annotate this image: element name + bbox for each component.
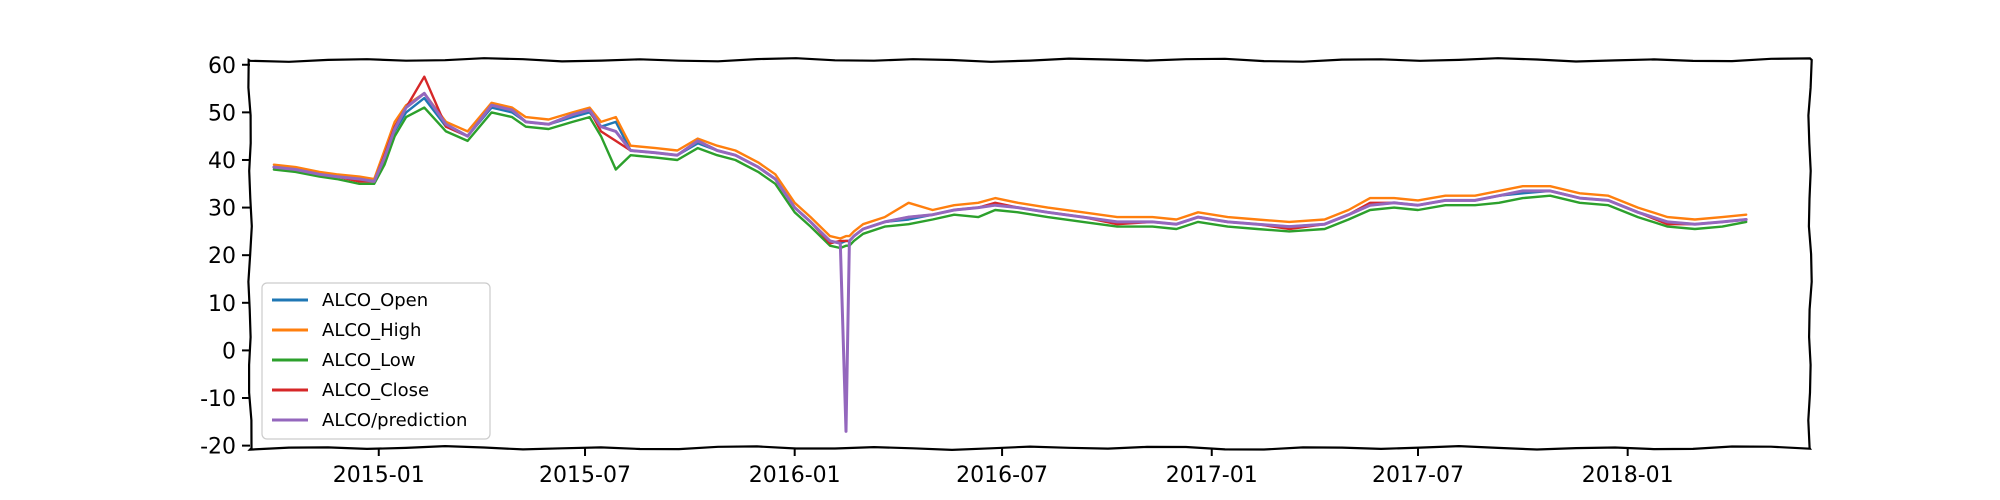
legend-label: ALCO_High [322, 320, 421, 341]
legend-label: ALCO_Close [322, 380, 429, 401]
x-tick-label: 2016-01 [749, 463, 841, 488]
series-line-alco-low [272, 106, 1748, 250]
y-tick-label: 50 [208, 101, 236, 126]
legend-box [261, 282, 491, 440]
x-tick-label: 2015-01 [333, 463, 425, 488]
y-tick-label: -20 [200, 435, 236, 460]
series-layer [272, 75, 1748, 433]
x-tick-label: 2015-07 [539, 463, 631, 488]
y-tick-label: 30 [208, 197, 236, 222]
y-tick-label: 20 [208, 244, 236, 269]
legend-label: ALCO_Low [322, 350, 416, 371]
legend-label: ALCO/prediction [322, 410, 467, 431]
legend-label: ALCO_Open [322, 290, 428, 311]
x-axis: 2015-01 2015-07 2016-01 2016-07 2017-01 2017-… [333, 448, 1674, 488]
series-line-alco-prediction [272, 91, 1748, 433]
y-tick-label: 10 [208, 292, 236, 317]
legend: ALCO_Open ALCO_High ALCO_Low ALCO_Close ALCO… [261, 282, 491, 440]
y-axis: 60 50 40 30 20 10 0 -10 -20 [200, 54, 250, 460]
x-tick-label: 2017-01 [1166, 463, 1258, 488]
y-tick-label: 60 [208, 54, 236, 79]
y-tick-label: 40 [208, 149, 236, 174]
y-tick-label: -10 [200, 387, 236, 412]
x-tick-label: 2016-07 [956, 463, 1048, 488]
y-tick-label: 0 [222, 339, 236, 364]
series-line-alco-high [272, 92, 1748, 240]
x-tick-label: 2018-01 [1582, 463, 1674, 488]
x-tick-label: 2017-07 [1372, 463, 1464, 488]
